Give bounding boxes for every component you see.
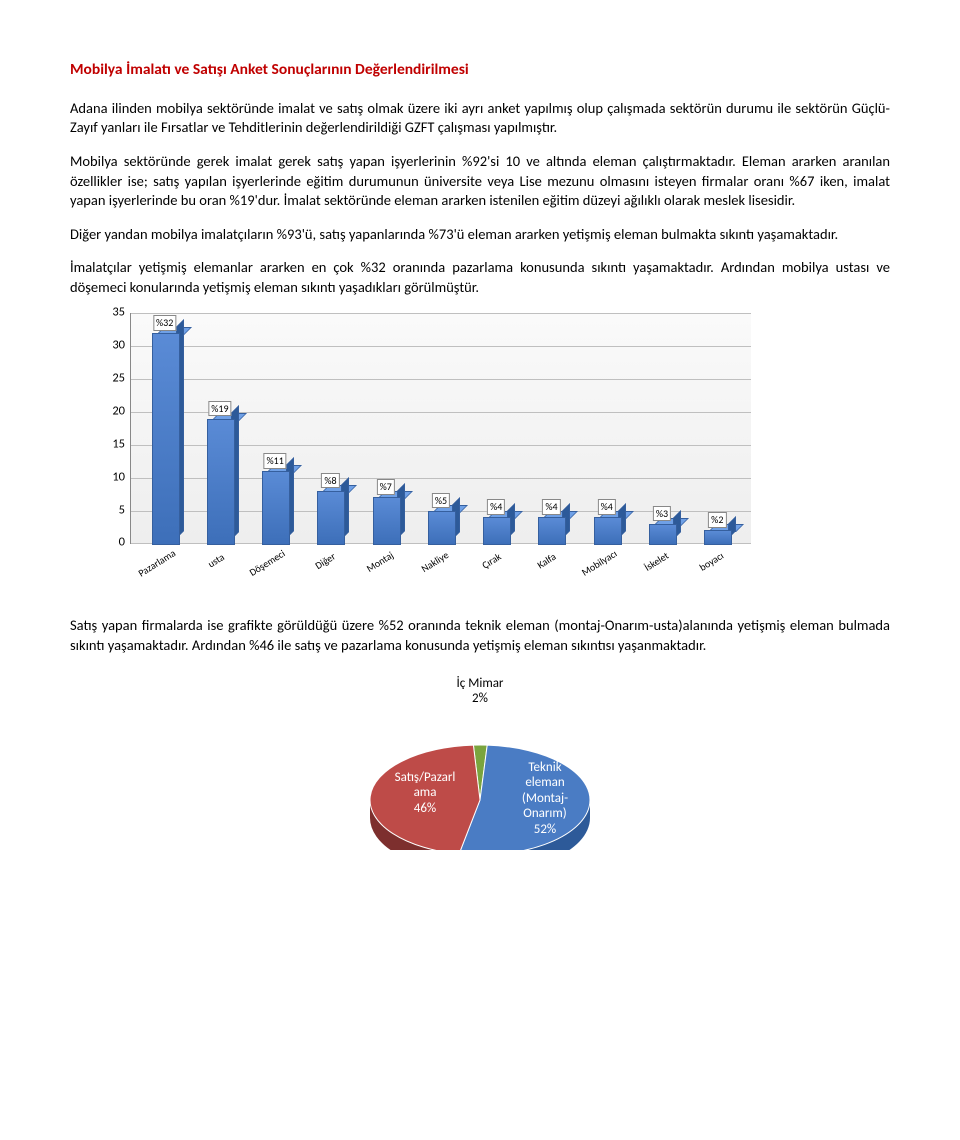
bar: %5 xyxy=(428,511,454,544)
bar-slot: %7 xyxy=(358,313,413,543)
paragraph-5: Satış yapan firmalarda ise grafikte görü… xyxy=(70,616,890,655)
y-tick-label: 35 xyxy=(95,305,131,322)
bar-value-label: %4 xyxy=(542,499,560,515)
x-tick-label: Mobilyacı xyxy=(579,547,620,579)
x-tick-label: Nakliye xyxy=(419,549,451,576)
x-tick-label: Döşemeci xyxy=(247,547,288,580)
y-tick-label: 25 xyxy=(95,371,131,388)
paragraph-4: İmalatçılar yetişmiş elemanlar ararken e… xyxy=(70,258,890,297)
x-tick-label: boyacı xyxy=(697,549,726,574)
page-title: Mobilya İmalatı ve Satışı Anket Sonuçlar… xyxy=(70,60,890,81)
y-tick-label: 5 xyxy=(95,502,131,519)
bar-value-label: %4 xyxy=(487,499,505,515)
bar-value-label: %5 xyxy=(432,493,450,509)
bar-slot: %11 xyxy=(248,313,303,543)
paragraph-2: Mobilya sektöründe gerek imalat gerek sa… xyxy=(70,152,890,211)
bar-chart-region: 05101520253035%32%19%11%8%7%5%4%4%4%3%2 … xyxy=(70,313,890,594)
x-tick-label: Kalfa xyxy=(535,550,559,572)
bar-slot: %19 xyxy=(192,313,247,543)
bar: %3 xyxy=(649,524,675,544)
y-tick-label: 15 xyxy=(95,436,131,453)
bar-value-label: %4 xyxy=(598,499,616,515)
bar-slot: %4 xyxy=(524,313,579,543)
paragraph-3: Diğer yandan mobilya imalatçıların %93'ü… xyxy=(70,225,890,245)
pie-title-value: 2% xyxy=(472,691,488,706)
pie-title-label: İç Mimar xyxy=(457,676,504,691)
bar-value-label: %32 xyxy=(153,315,176,331)
bar-slot: %4 xyxy=(469,313,524,543)
bar-slot: %8 xyxy=(303,313,358,543)
bar-slot: %4 xyxy=(579,313,634,543)
x-tick-label: İskelet xyxy=(642,549,671,574)
bar-value-label: %7 xyxy=(377,479,395,495)
pie-title: İç Mimar 2% xyxy=(457,676,504,707)
bar: %11 xyxy=(262,471,288,543)
paragraph-1: Adana ilinden mobilya sektöründe imalat … xyxy=(70,99,890,138)
x-tick-label: Diğer xyxy=(313,550,338,573)
bar: %32 xyxy=(152,333,178,543)
y-tick-label: 10 xyxy=(95,469,131,486)
y-tick-label: 30 xyxy=(95,338,131,355)
bar-chart: 05101520253035%32%19%11%8%7%5%4%4%4%3%2 xyxy=(130,313,751,544)
bar: %4 xyxy=(538,517,564,543)
y-tick-label: 20 xyxy=(95,404,131,421)
x-tick-label: Pazarlama xyxy=(135,547,177,581)
bar-value-label: %11 xyxy=(264,453,287,469)
x-tick-label: Çırak xyxy=(480,550,504,572)
x-tick-label: Montaj xyxy=(364,549,396,576)
x-tick-label: usta xyxy=(205,551,227,571)
bar: %4 xyxy=(594,517,620,543)
bar-value-label: %2 xyxy=(708,512,726,528)
bar-slot: %5 xyxy=(413,313,468,543)
bar: %19 xyxy=(207,419,233,544)
bar-slot: %3 xyxy=(634,313,689,543)
bar-value-label: %19 xyxy=(208,401,231,417)
pie-slice-label: Teknikeleman(Montaj-Onarım)52% xyxy=(500,760,590,838)
bar-value-label: %8 xyxy=(321,473,339,489)
bar: %8 xyxy=(317,491,343,544)
bar-slot: %32 xyxy=(137,313,192,543)
y-tick-label: 0 xyxy=(95,535,131,552)
pie-chart-region: İç Mimar 2% Teknikeleman(Montaj-Onarım)5… xyxy=(70,676,890,836)
bar-value-label: %3 xyxy=(653,506,671,522)
bar: %4 xyxy=(483,517,509,543)
bar: %2 xyxy=(704,530,730,543)
pie-slice-label: Satış/Pazarlama46% xyxy=(380,770,470,817)
pie-chart: Teknikeleman(Montaj-Onarım)52%Satış/Paza… xyxy=(300,710,660,830)
bar-slot: %2 xyxy=(690,313,745,543)
bar: %7 xyxy=(373,497,399,543)
